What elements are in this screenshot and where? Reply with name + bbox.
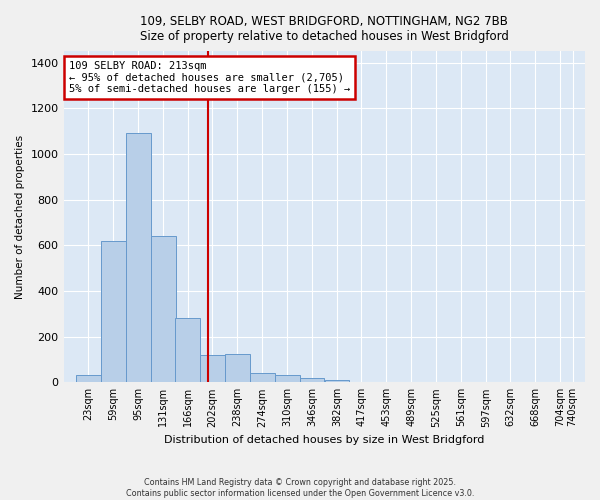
Bar: [151, 236, 176, 382]
Bar: [126, 134, 151, 382]
Y-axis label: Number of detached properties: Number of detached properties: [15, 134, 25, 299]
Bar: [275, 376, 299, 382]
Bar: [250, 373, 275, 382]
Bar: [101, 240, 125, 382]
Bar: [175, 318, 200, 382]
Bar: [300, 378, 325, 382]
X-axis label: Distribution of detached houses by size in West Bridgford: Distribution of detached houses by size …: [164, 435, 484, 445]
Bar: [225, 354, 250, 382]
Bar: [325, 380, 349, 382]
Title: 109, SELBY ROAD, WEST BRIDGFORD, NOTTINGHAM, NG2 7BB
Size of property relative t: 109, SELBY ROAD, WEST BRIDGFORD, NOTTING…: [140, 15, 509, 43]
Text: 109 SELBY ROAD: 213sqm
← 95% of detached houses are smaller (2,705)
5% of semi-d: 109 SELBY ROAD: 213sqm ← 95% of detached…: [69, 61, 350, 94]
Text: Contains HM Land Registry data © Crown copyright and database right 2025.
Contai: Contains HM Land Registry data © Crown c…: [126, 478, 474, 498]
Bar: [76, 376, 101, 382]
Bar: [200, 355, 225, 382]
